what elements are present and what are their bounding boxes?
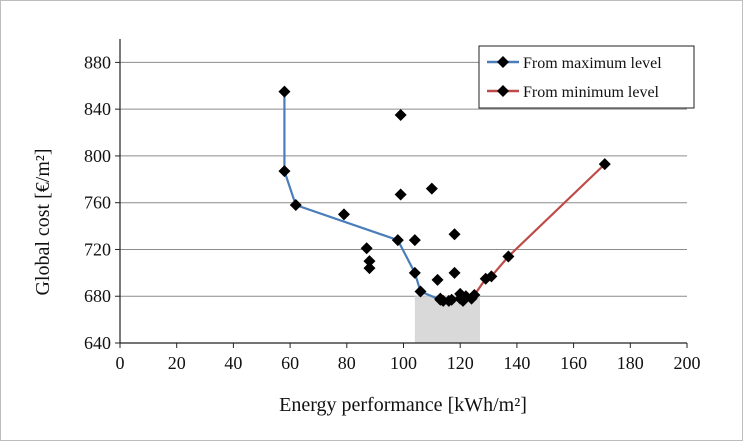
data-point <box>445 293 458 306</box>
data-point <box>425 182 438 195</box>
legend-box <box>478 45 695 109</box>
x-tick-label: 80 <box>338 353 356 373</box>
y-tick-label: 840 <box>84 99 111 119</box>
series-0-point <box>408 266 421 279</box>
data-point <box>363 262 376 275</box>
legend-marker-min <box>497 85 509 97</box>
data-point <box>394 109 407 121</box>
legend: From maximum level From minimum level <box>478 45 695 109</box>
x-tick-label: 160 <box>560 353 587 373</box>
data-point <box>360 242 373 255</box>
y-tick-label: 800 <box>84 146 111 166</box>
x-tick-label: 200 <box>674 353 701 373</box>
series-1-point <box>502 250 515 263</box>
x-tick-label: 0 <box>116 353 125 373</box>
data-point <box>465 292 478 305</box>
series-0-point <box>391 234 404 247</box>
x-tick-label: 60 <box>281 353 299 373</box>
legend-marker-max <box>497 56 509 68</box>
data-point <box>448 228 461 241</box>
y-tick-label: 680 <box>84 286 111 306</box>
legend-label-max: From maximum level <box>523 55 662 72</box>
data-point <box>431 273 444 286</box>
series-1-point <box>598 158 611 171</box>
data-point <box>394 188 407 201</box>
axes <box>115 39 688 348</box>
markers <box>278 85 611 307</box>
series-0-point <box>278 165 291 178</box>
x-axis-label: Energy performance [kWh/m²] <box>279 394 527 416</box>
series-line-0 <box>283 91 441 301</box>
series-0-point <box>278 85 291 98</box>
x-tick-label: 40 <box>224 353 242 373</box>
tick-labels: 0 20 40 60 80 100 120 140 160 180 200 640 680 720 760 8… <box>84 52 701 373</box>
data-point <box>337 208 350 221</box>
y-tick-label: 880 <box>84 52 111 72</box>
series-0-point <box>289 199 302 212</box>
x-tick-label: 120 <box>447 353 474 373</box>
y-tick-label: 720 <box>84 239 111 259</box>
y-tick-label: 640 <box>84 333 111 353</box>
data-point <box>363 255 376 268</box>
data-point <box>408 234 421 247</box>
gridlines <box>120 61 687 297</box>
series-1-point <box>485 270 498 283</box>
legend-label-min: From minimum level <box>523 84 660 101</box>
x-tick-label: 20 <box>168 353 186 373</box>
data-point <box>448 266 461 279</box>
y-tick-label: 760 <box>84 193 111 213</box>
series-0-point <box>414 285 427 298</box>
series-lines <box>283 91 606 301</box>
x-tick-label: 180 <box>617 353 644 373</box>
x-tick-label: 100 <box>390 353 417 373</box>
x-tick-label: 140 <box>503 353 530 373</box>
y-axis-label: Global cost [€/m²] <box>32 148 54 295</box>
